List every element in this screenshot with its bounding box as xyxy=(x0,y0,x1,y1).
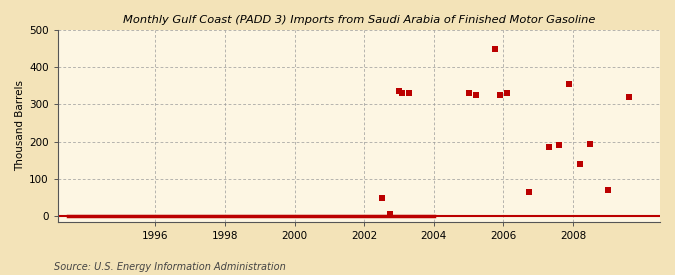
Point xyxy=(495,93,506,97)
Point xyxy=(385,212,396,216)
Point xyxy=(376,195,387,200)
Point xyxy=(602,188,613,192)
Point xyxy=(554,143,564,148)
Point xyxy=(394,89,404,94)
Point xyxy=(502,91,512,95)
Point xyxy=(543,145,554,149)
Point xyxy=(574,162,585,166)
Title: Monthly Gulf Coast (PADD 3) Imports from Saudi Arabia of Finished Motor Gasoline: Monthly Gulf Coast (PADD 3) Imports from… xyxy=(123,15,595,25)
Point xyxy=(489,46,500,51)
Y-axis label: Thousand Barrels: Thousand Barrels xyxy=(15,80,25,171)
Point xyxy=(623,95,634,99)
Text: Source: U.S. Energy Information Administration: Source: U.S. Energy Information Administ… xyxy=(54,262,286,272)
Point xyxy=(397,91,408,95)
Point xyxy=(564,82,575,86)
Point xyxy=(585,141,596,146)
Point xyxy=(470,93,481,97)
Point xyxy=(463,91,474,95)
Point xyxy=(404,91,414,95)
Point xyxy=(524,190,535,194)
